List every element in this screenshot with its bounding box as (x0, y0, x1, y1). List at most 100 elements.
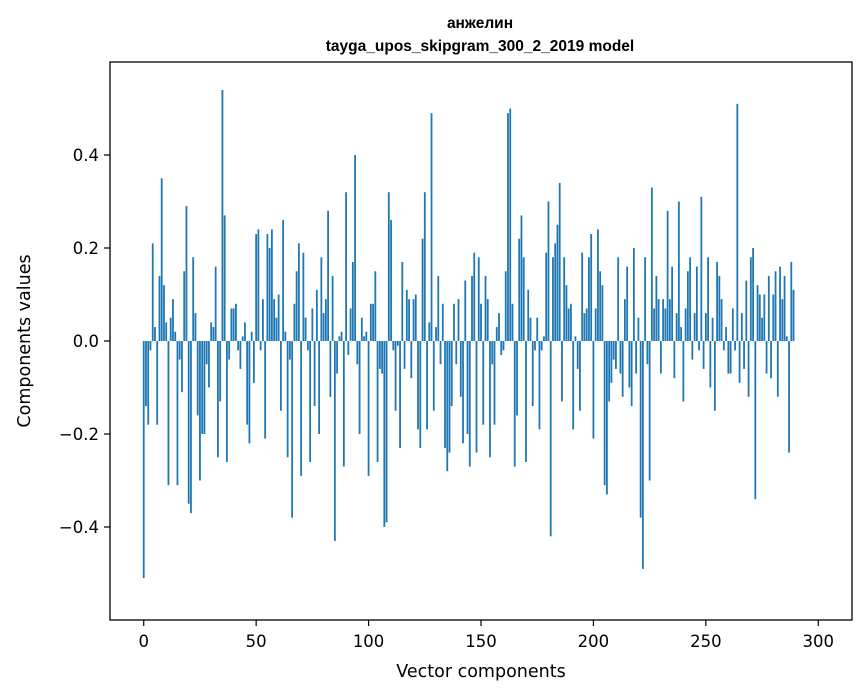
bar (668, 299, 671, 341)
bar (284, 331, 287, 341)
bar (511, 303, 514, 341)
bar (403, 341, 406, 369)
bar (286, 341, 289, 458)
bar (329, 341, 332, 397)
bar (709, 341, 712, 388)
bar (767, 275, 770, 341)
bar (288, 341, 291, 360)
bar (226, 341, 228, 462)
bar (266, 234, 269, 341)
bar (369, 303, 372, 341)
bar (529, 317, 532, 341)
bar (522, 257, 525, 341)
bar (592, 341, 595, 439)
bar (675, 313, 678, 341)
bar (423, 192, 426, 341)
bar (248, 341, 251, 444)
bar (734, 341, 736, 351)
bar (405, 289, 408, 341)
bar (617, 257, 620, 341)
chart-title: анжелин (447, 15, 513, 32)
bar (390, 220, 392, 341)
bar (691, 341, 694, 360)
bar (549, 341, 552, 537)
bar (306, 341, 309, 351)
bar (644, 257, 647, 341)
bar (615, 341, 617, 369)
bar (214, 266, 217, 341)
bar (507, 113, 509, 342)
bar (621, 341, 624, 397)
bar (181, 341, 183, 393)
bar (196, 341, 199, 416)
bar (194, 313, 197, 341)
bar (262, 299, 264, 341)
bar (410, 341, 413, 379)
bar (217, 341, 219, 458)
bar (354, 155, 356, 341)
bar (192, 257, 195, 341)
bar (590, 234, 593, 341)
bar (498, 313, 500, 341)
bar (585, 308, 588, 341)
bar (572, 341, 575, 430)
y-tick-label: −0.4 (59, 518, 99, 537)
bar (650, 187, 653, 341)
bar (471, 275, 473, 341)
bar (363, 336, 365, 341)
plot-frame (109, 61, 853, 621)
bar (268, 248, 271, 341)
bar (594, 308, 597, 341)
bar (156, 341, 159, 425)
bar (448, 341, 451, 453)
bar (374, 271, 377, 341)
bar (763, 294, 766, 341)
bar (273, 299, 276, 341)
bar (772, 294, 775, 341)
bar (455, 341, 458, 365)
bar (477, 257, 480, 341)
bar (185, 206, 188, 341)
bar (783, 275, 786, 341)
bar (646, 341, 649, 365)
bar (419, 341, 422, 448)
bar (446, 341, 449, 472)
bar (172, 299, 174, 341)
bar (788, 341, 790, 453)
bar (201, 341, 204, 434)
bar (545, 252, 548, 341)
bar (304, 317, 307, 341)
bar (570, 303, 572, 341)
bar (761, 317, 763, 341)
bar (765, 341, 768, 374)
bar (462, 341, 464, 444)
bar (648, 341, 651, 481)
bar (624, 299, 626, 341)
bar (538, 341, 541, 430)
bar (599, 271, 602, 341)
bar (270, 229, 273, 341)
bar (552, 257, 554, 341)
x-tick-label: 100 (353, 632, 385, 651)
x-tick-label: 50 (246, 632, 267, 651)
bar (579, 341, 581, 411)
bar (291, 341, 294, 518)
bar (655, 275, 658, 341)
bar (208, 341, 210, 388)
bar (190, 341, 192, 514)
bar (666, 210, 669, 341)
bar (315, 289, 318, 341)
bar (695, 266, 698, 341)
bar (466, 341, 469, 434)
y-tick-label: 0.2 (73, 239, 99, 258)
bar (349, 308, 352, 341)
bar (311, 308, 314, 341)
bar (183, 271, 186, 341)
bar (228, 341, 231, 360)
bar (610, 341, 613, 383)
bar (704, 313, 707, 341)
bar (385, 341, 388, 523)
bar (165, 322, 168, 341)
bar (309, 341, 312, 462)
bar (513, 341, 516, 467)
